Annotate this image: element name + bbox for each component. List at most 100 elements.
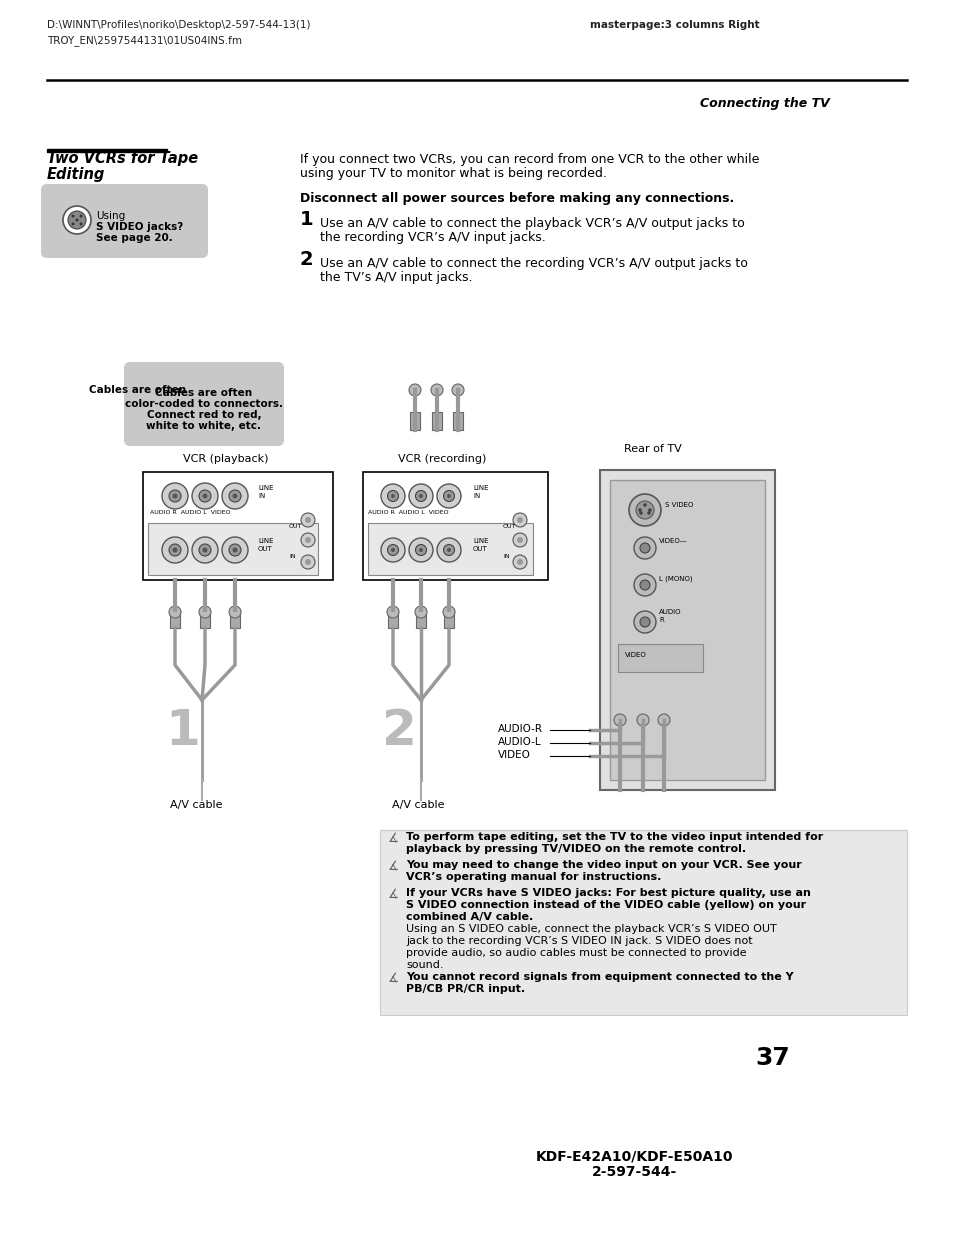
FancyBboxPatch shape bbox=[41, 184, 208, 258]
Circle shape bbox=[202, 547, 208, 552]
Circle shape bbox=[628, 494, 660, 526]
Circle shape bbox=[71, 222, 74, 226]
Text: OUT: OUT bbox=[257, 546, 273, 552]
Circle shape bbox=[639, 543, 649, 553]
Text: Cables are often: Cables are often bbox=[90, 385, 187, 395]
Bar bbox=[453, 412, 462, 430]
Text: L (MONO): L (MONO) bbox=[659, 576, 692, 582]
Text: 1: 1 bbox=[165, 706, 200, 755]
Text: IN: IN bbox=[473, 493, 479, 499]
Text: LINE: LINE bbox=[257, 485, 274, 492]
Circle shape bbox=[416, 490, 426, 501]
Bar bbox=[410, 412, 419, 430]
Bar bbox=[200, 610, 210, 629]
Circle shape bbox=[391, 548, 395, 552]
Circle shape bbox=[199, 543, 211, 556]
Bar bbox=[363, 472, 547, 580]
Text: AUDIO R  AUDIO L  VIDEO: AUDIO R AUDIO L VIDEO bbox=[150, 510, 231, 515]
Bar bbox=[416, 610, 426, 629]
Text: 1: 1 bbox=[299, 210, 314, 228]
Circle shape bbox=[199, 490, 211, 501]
Circle shape bbox=[222, 537, 248, 563]
Circle shape bbox=[634, 611, 656, 634]
Bar bbox=[379, 830, 906, 1015]
Text: VCR (recording): VCR (recording) bbox=[397, 454, 486, 464]
Circle shape bbox=[443, 545, 454, 556]
Circle shape bbox=[639, 511, 642, 515]
Text: Connecting the TV: Connecting the TV bbox=[700, 98, 829, 110]
Text: You cannot record signals from equipment connected to the Y: You cannot record signals from equipment… bbox=[406, 972, 793, 982]
Text: LINE: LINE bbox=[257, 538, 274, 543]
Text: KDF-E42A10/KDF-E50A10: KDF-E42A10/KDF-E50A10 bbox=[536, 1149, 733, 1163]
Bar bbox=[368, 522, 533, 576]
Text: combined A/V cable.: combined A/V cable. bbox=[406, 911, 533, 923]
Circle shape bbox=[169, 606, 181, 618]
Text: Using an S VIDEO cable, connect the playback VCR’s S VIDEO OUT: Using an S VIDEO cable, connect the play… bbox=[406, 924, 776, 934]
Text: Two VCRs for Tape: Two VCRs for Tape bbox=[47, 151, 198, 165]
Circle shape bbox=[387, 490, 398, 501]
Bar bbox=[609, 480, 764, 781]
Circle shape bbox=[442, 606, 455, 618]
Text: PB/CB PR/CR input.: PB/CB PR/CR input. bbox=[406, 984, 524, 994]
Text: Connect red to red,: Connect red to red, bbox=[147, 410, 261, 420]
Text: IN: IN bbox=[502, 555, 509, 559]
Circle shape bbox=[63, 206, 91, 233]
Circle shape bbox=[387, 545, 398, 556]
Circle shape bbox=[229, 543, 241, 556]
Bar bbox=[170, 610, 180, 629]
Circle shape bbox=[614, 714, 625, 726]
Circle shape bbox=[513, 555, 526, 569]
Circle shape bbox=[517, 517, 522, 522]
Circle shape bbox=[646, 511, 650, 515]
Bar bbox=[143, 472, 333, 580]
Circle shape bbox=[658, 714, 669, 726]
Text: Editing: Editing bbox=[47, 167, 105, 182]
Text: OUT: OUT bbox=[473, 546, 487, 552]
Circle shape bbox=[301, 513, 314, 527]
Text: LINE: LINE bbox=[473, 485, 488, 492]
Text: S VIDEO connection instead of the VIDEO cable (yellow) on your: S VIDEO connection instead of the VIDEO … bbox=[406, 900, 805, 910]
Circle shape bbox=[418, 494, 422, 498]
Circle shape bbox=[162, 483, 188, 509]
Text: playback by pressing TV/VIDEO on the remote control.: playback by pressing TV/VIDEO on the rem… bbox=[406, 844, 745, 853]
Text: 2-597-544-: 2-597-544- bbox=[592, 1165, 677, 1179]
Circle shape bbox=[436, 484, 460, 508]
Circle shape bbox=[305, 559, 311, 564]
Circle shape bbox=[199, 606, 211, 618]
Circle shape bbox=[637, 714, 648, 726]
Circle shape bbox=[192, 537, 218, 563]
Text: A/V cable: A/V cable bbox=[392, 800, 444, 810]
Bar bbox=[618, 643, 702, 672]
Circle shape bbox=[169, 543, 181, 556]
Circle shape bbox=[192, 483, 218, 509]
Text: OUT: OUT bbox=[502, 524, 516, 529]
Bar bbox=[388, 610, 397, 629]
Text: ∡: ∡ bbox=[388, 860, 399, 873]
Circle shape bbox=[436, 538, 460, 562]
Circle shape bbox=[229, 606, 241, 618]
Circle shape bbox=[409, 384, 420, 396]
Circle shape bbox=[513, 534, 526, 547]
Text: Rear of TV: Rear of TV bbox=[623, 445, 681, 454]
Circle shape bbox=[202, 494, 208, 499]
Text: IN: IN bbox=[257, 493, 265, 499]
Text: If your VCRs have S VIDEO jacks: For best picture quality, use an: If your VCRs have S VIDEO jacks: For bes… bbox=[406, 888, 810, 898]
Circle shape bbox=[301, 555, 314, 569]
Circle shape bbox=[229, 490, 241, 501]
Text: If you connect two VCRs, you can record from one VCR to the other while: If you connect two VCRs, you can record … bbox=[299, 153, 759, 165]
Circle shape bbox=[233, 494, 237, 499]
Circle shape bbox=[418, 548, 422, 552]
Text: R: R bbox=[659, 618, 663, 622]
Text: D:\WINNT\Profiles\noriko\Desktop\2-597-544-13(1): D:\WINNT\Profiles\noriko\Desktop\2-597-5… bbox=[47, 20, 310, 30]
Circle shape bbox=[162, 537, 188, 563]
Circle shape bbox=[517, 559, 522, 564]
Text: AUDIO-R: AUDIO-R bbox=[497, 724, 542, 734]
Circle shape bbox=[391, 494, 395, 498]
Text: Using: Using bbox=[96, 211, 125, 221]
FancyBboxPatch shape bbox=[124, 362, 284, 446]
Circle shape bbox=[387, 606, 398, 618]
Text: ∡: ∡ bbox=[388, 832, 399, 845]
Text: You may need to change the video input on your VCR. See your: You may need to change the video input o… bbox=[406, 860, 801, 869]
Text: the TV’s A/V input jacks.: the TV’s A/V input jacks. bbox=[319, 270, 472, 284]
Circle shape bbox=[431, 384, 442, 396]
